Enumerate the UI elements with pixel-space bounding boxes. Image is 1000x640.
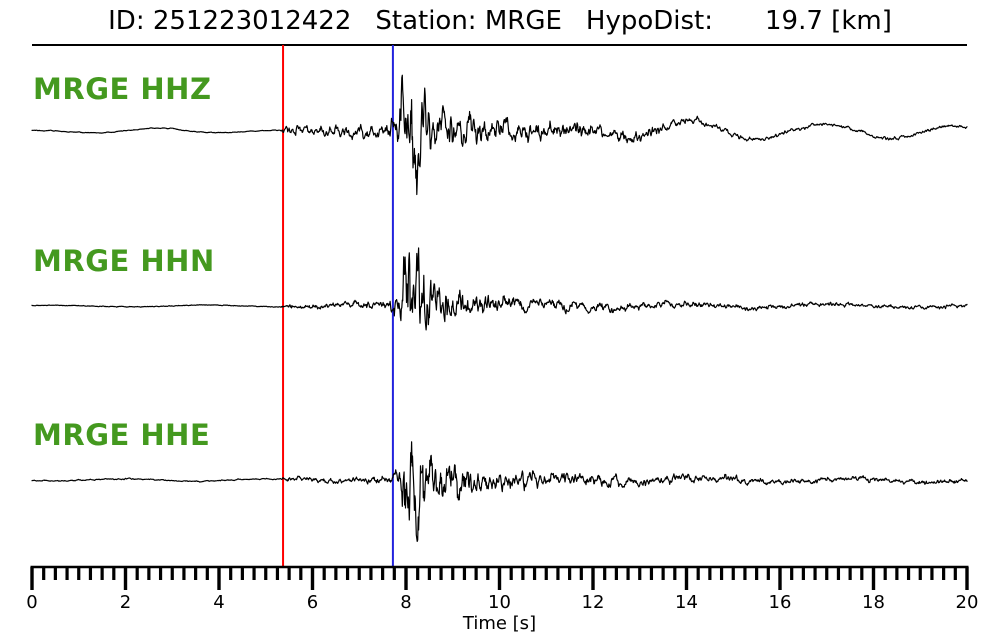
x-axis-ticks xyxy=(30,567,969,590)
x-tick-label: 6 xyxy=(307,592,318,613)
x-tick-label: 14 xyxy=(675,592,698,613)
x-tick-label: 0 xyxy=(26,592,37,613)
waveform-hhn xyxy=(31,247,968,331)
waveform-hhe xyxy=(31,441,968,543)
event-id-value: 251223012422 xyxy=(152,6,352,36)
hypodist: HypoDist: 19.7 [km] xyxy=(586,6,892,36)
x-tick-label: 20 xyxy=(956,592,979,613)
x-tick-label: 18 xyxy=(862,592,885,613)
plot-title: ID: 251223012422 Station: MRGE HypoDist:… xyxy=(0,6,1000,36)
hypodist-value: 19.7 xyxy=(765,6,823,36)
event-id: ID: 251223012422 xyxy=(108,6,351,36)
waveform-traces xyxy=(31,74,968,543)
x-tick-label: 16 xyxy=(769,592,792,613)
x-axis-title: Time [s] xyxy=(462,613,536,634)
station-label: Station: xyxy=(375,6,477,36)
x-tick-label: 2 xyxy=(120,592,131,613)
event-id-label: ID: xyxy=(108,6,145,36)
hypodist-label: HypoDist: xyxy=(585,6,714,36)
x-tick-label: 8 xyxy=(400,592,411,613)
hypodist-unit: [km] xyxy=(831,6,892,36)
pick-lines xyxy=(282,45,394,567)
station-value: MRGE xyxy=(484,6,562,36)
trace-label-hhn: MRGE HHN xyxy=(33,244,215,278)
station: Station: MRGE xyxy=(375,6,562,36)
x-axis-tick-labels: 0 2 4 6 8 10 12 14 16 18 20 xyxy=(26,592,978,613)
x-tick-label: 12 xyxy=(582,592,605,613)
waveform-hhz xyxy=(31,74,968,196)
trace-label-hhz: MRGE HHZ xyxy=(33,72,212,106)
x-tick-label: 4 xyxy=(213,592,224,613)
x-tick-label: 10 xyxy=(488,592,511,613)
trace-label-hhe: MRGE HHE xyxy=(33,418,211,452)
